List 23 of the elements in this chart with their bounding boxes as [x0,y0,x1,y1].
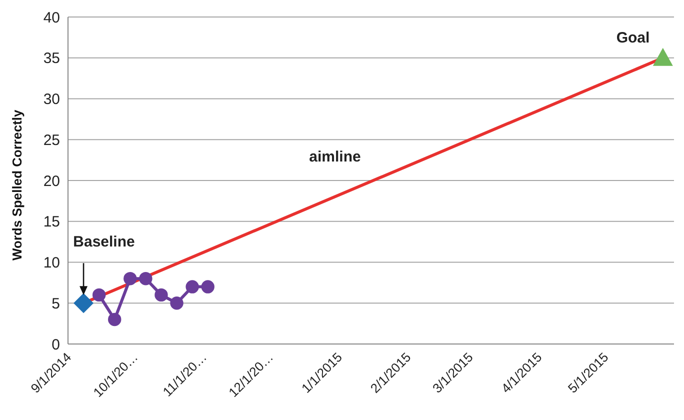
annotation: Goal [616,30,650,46]
point [201,280,214,294]
y-axis-title: Words Spelled Correctly [10,108,25,260]
annotation: aimline [309,148,361,166]
point [186,280,199,294]
y-tick-label: 25 [43,132,60,149]
y-tick-label: 35 [43,50,60,68]
annotation: Baseline [73,234,135,250]
point [124,272,137,286]
point [154,288,168,302]
point [139,272,152,286]
point [108,312,122,326]
y-tick-label: 30 [43,91,60,108]
point [92,288,106,302]
point [652,48,673,66]
y-tick-label: 10 [43,254,60,272]
y-tick-label: 40 [43,9,60,26]
point [74,293,94,314]
y-tick-label: 5 [52,295,60,312]
point [170,296,184,310]
y-tick-label: 0 [52,336,60,354]
y-tick-label: 15 [43,214,60,231]
y-tick-label: 20 [43,172,60,190]
